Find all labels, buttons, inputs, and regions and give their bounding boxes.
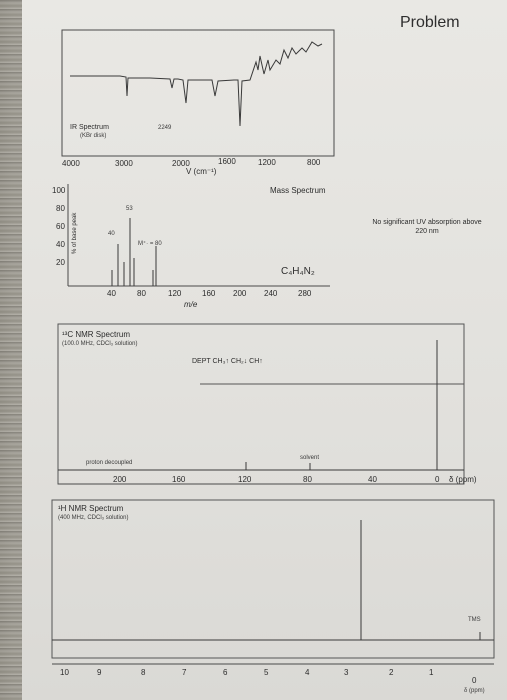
c13-title: ¹³C NMR Spectrum	[62, 330, 131, 339]
mass-y-axis-label: % of base peak	[72, 212, 78, 254]
mass-x-tick-40: 40	[107, 289, 116, 298]
ir-trace	[70, 41, 323, 127]
c13-x-tick-120: 120	[238, 475, 252, 484]
h1-x-tick-4: 4	[305, 668, 310, 677]
mass-y-tick-60: 60	[56, 222, 65, 231]
c13-x-tick-0: 0	[435, 475, 440, 484]
ir-subtitle: (KBr disk)	[80, 133, 107, 139]
c13-x-label: δ (ppm)	[449, 475, 477, 484]
h1-x-tick-7: 7	[182, 668, 187, 677]
problem-title: Problem	[400, 14, 460, 31]
c13-x-tick-40: 40	[368, 475, 377, 484]
mass-y-tick-80: 80	[56, 204, 65, 213]
h1-x-tick-9: 9	[97, 668, 102, 677]
ir-x-tick-800: 800	[307, 158, 321, 167]
mass-y-tick-20: 20	[56, 258, 65, 267]
mass-y-tick-40: 40	[56, 240, 65, 249]
mass-title: Mass Spectrum	[270, 186, 326, 195]
mass-x-tick-200: 200	[233, 289, 247, 298]
mass-x-tick-160: 160	[202, 289, 216, 298]
h1-x-tick-8: 8	[141, 668, 146, 677]
h1-title: ¹H NMR Spectrum	[58, 504, 124, 513]
dept-label: DEPT CH₃↑ CH₂↓ CH↑	[192, 358, 263, 365]
h1-x-tick-5: 5	[264, 668, 269, 677]
ir-title: IR Spectrum	[70, 124, 109, 131]
ir-x-tick-3000: 3000	[115, 159, 133, 168]
ir-peak-label: 2249	[158, 125, 172, 131]
mass-x-tick-280: 280	[298, 289, 312, 298]
h1-x-label: δ (ppm)	[464, 688, 485, 694]
ir-x-label: V (cm⁻¹)	[186, 167, 217, 176]
mass-x-tick-80: 80	[137, 289, 146, 298]
h1-x-tick-3: 3	[344, 668, 349, 677]
mass-peaks	[111, 218, 157, 286]
c13-x-tick-80: 80	[303, 475, 312, 484]
h1-frame	[51, 499, 495, 659]
molecular-ion-label: M⁺· = 80	[138, 241, 162, 247]
mass-y-tick-100: 100	[52, 186, 66, 195]
h1-x-tick-0: 0	[472, 676, 477, 685]
problem-sheet	[22, 0, 507, 700]
tms-label: TMS	[468, 617, 481, 623]
proton-decoupled-label: proton decoupled	[86, 460, 133, 466]
h1-x-tick-6: 6	[223, 668, 228, 677]
h1-subtitle: (400 MHz, CDCl₃ solution)	[58, 515, 129, 521]
uv-absorption-note: No significant UV absorption above 220 n…	[372, 219, 482, 235]
h1-x-tick-10: 10	[60, 668, 69, 677]
h1-x-tick-2: 2	[389, 668, 394, 677]
solvent-label: solvent	[300, 455, 320, 461]
ir-x-tick-4000: 4000	[62, 159, 80, 168]
ir-x-tick-2000: 2000	[172, 159, 190, 168]
ir-x-tick-1600: 1600	[218, 157, 236, 166]
h1-x-tick-1: 1	[429, 668, 434, 677]
c13-x-tick-200: 200	[113, 475, 127, 484]
ir-x-tick-1200: 1200	[258, 158, 276, 167]
mass-peak-label-53: 53	[126, 206, 133, 212]
mass-formula: C₄H₄N₂	[281, 266, 315, 277]
mass-peak-label-40: 40	[108, 231, 115, 237]
mass-x-label: m/e	[184, 300, 198, 309]
mass-x-tick-120: 120	[168, 289, 182, 298]
c13-subtitle: (100.0 MHz, CDCl₃ solution)	[62, 341, 138, 347]
mass-x-tick-240: 240	[264, 289, 278, 298]
c13-x-tick-160: 160	[172, 475, 186, 484]
